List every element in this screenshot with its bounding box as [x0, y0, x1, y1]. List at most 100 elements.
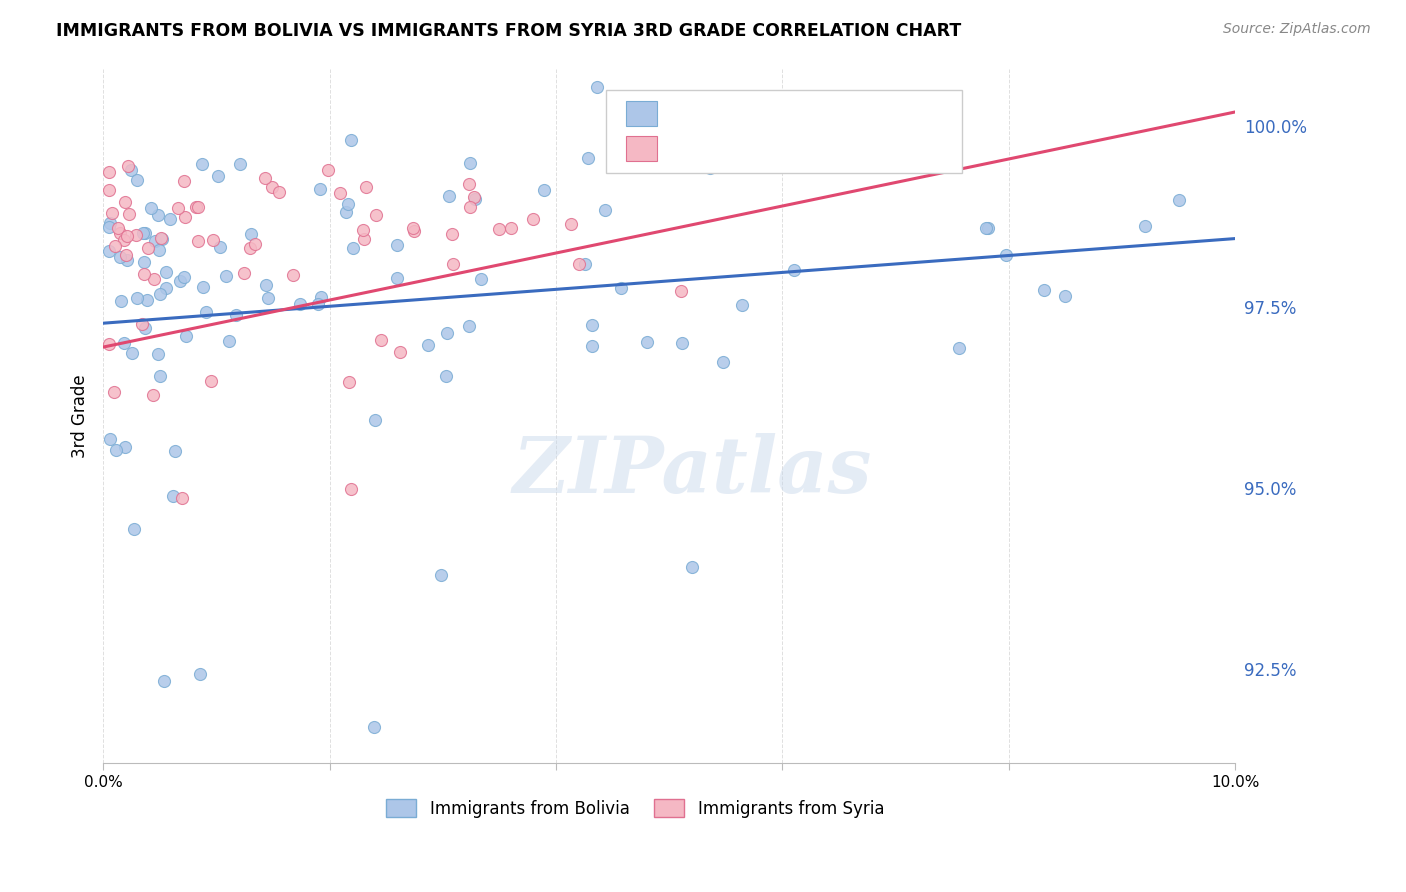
- Point: [186, 200, 208, 214]
- Point: [585, 80, 607, 95]
- Point: [370, 333, 392, 347]
- Point: [225, 308, 247, 322]
- Point: [731, 298, 754, 312]
- Point: [281, 268, 304, 282]
- Point: [149, 231, 172, 245]
- Point: [560, 217, 582, 231]
- Point: [353, 232, 375, 246]
- Text: R =: R =: [668, 103, 710, 122]
- Point: [97, 220, 120, 235]
- Point: [131, 317, 153, 331]
- Point: [159, 211, 181, 226]
- Point: [118, 207, 141, 221]
- Point: [336, 196, 359, 211]
- Point: [200, 374, 222, 388]
- Point: [430, 568, 453, 582]
- Point: [173, 210, 195, 224]
- Text: IMMIGRANTS FROM BOLIVIA VS IMMIGRANTS FROM SYRIA 3RD GRADE CORRELATION CHART: IMMIGRANTS FROM BOLIVIA VS IMMIGRANTS FR…: [56, 22, 962, 40]
- Text: Source: ZipAtlas.com: Source: ZipAtlas.com: [1223, 22, 1371, 37]
- Point: [254, 277, 277, 292]
- Point: [522, 211, 544, 226]
- Point: [207, 169, 229, 183]
- Point: [146, 347, 169, 361]
- Point: [208, 240, 231, 254]
- Text: 0.314: 0.314: [703, 138, 765, 158]
- Point: [288, 297, 311, 311]
- Point: [114, 440, 136, 454]
- Point: [218, 334, 240, 348]
- Point: [593, 203, 616, 218]
- Point: [165, 444, 187, 458]
- Point: [239, 227, 262, 242]
- Point: [1054, 289, 1077, 303]
- Point: [254, 170, 277, 185]
- Point: [458, 200, 481, 214]
- Point: [174, 329, 197, 343]
- Point: [576, 151, 599, 165]
- Point: [402, 224, 425, 238]
- Point: [131, 226, 153, 240]
- Point: [110, 293, 132, 308]
- Point: [437, 189, 460, 203]
- Point: [173, 173, 195, 187]
- Point: [134, 320, 156, 334]
- Point: [440, 227, 463, 241]
- Point: [188, 667, 211, 681]
- Point: [105, 442, 128, 457]
- Point: [232, 267, 254, 281]
- Point: [257, 291, 280, 305]
- Point: [193, 279, 215, 293]
- Point: [145, 234, 167, 248]
- Point: [103, 385, 125, 400]
- Point: [245, 237, 267, 252]
- Point: [153, 673, 176, 688]
- Point: [97, 183, 120, 197]
- Point: [434, 369, 457, 384]
- Point: [309, 182, 332, 196]
- Point: [136, 241, 159, 255]
- Point: [458, 319, 481, 334]
- Y-axis label: 3rd Grade: 3rd Grade: [72, 374, 89, 458]
- Point: [114, 233, 136, 247]
- Point: [149, 287, 172, 301]
- Text: 0.101: 0.101: [703, 103, 765, 122]
- Text: ZIPatlas: ZIPatlas: [512, 434, 872, 509]
- Point: [104, 238, 127, 252]
- Point: [202, 233, 225, 247]
- Point: [574, 257, 596, 271]
- Point: [458, 156, 481, 170]
- Point: [464, 192, 486, 206]
- Point: [416, 338, 439, 352]
- Point: [162, 489, 184, 503]
- Point: [97, 165, 120, 179]
- Point: [117, 160, 139, 174]
- Point: [115, 252, 138, 267]
- Point: [335, 205, 357, 219]
- Point: [97, 336, 120, 351]
- Text: N =: N =: [776, 138, 820, 158]
- Point: [699, 161, 721, 176]
- Legend: Immigrants from Bolivia, Immigrants from Syria: Immigrants from Bolivia, Immigrants from…: [380, 793, 891, 824]
- Point: [581, 339, 603, 353]
- Point: [148, 243, 170, 257]
- Point: [307, 297, 329, 311]
- Point: [132, 267, 155, 281]
- Point: [470, 272, 492, 286]
- Point: [457, 177, 479, 191]
- Point: [169, 274, 191, 288]
- Point: [167, 201, 190, 215]
- Point: [98, 244, 121, 258]
- Point: [134, 226, 156, 240]
- Point: [976, 220, 998, 235]
- Point: [155, 281, 177, 295]
- Point: [170, 491, 193, 505]
- Point: [783, 263, 806, 277]
- Point: [149, 369, 172, 384]
- Point: [364, 208, 387, 222]
- Point: [229, 157, 252, 171]
- Point: [581, 318, 603, 332]
- Point: [1133, 219, 1156, 234]
- Point: [354, 179, 377, 194]
- Point: [101, 205, 124, 219]
- Point: [463, 190, 485, 204]
